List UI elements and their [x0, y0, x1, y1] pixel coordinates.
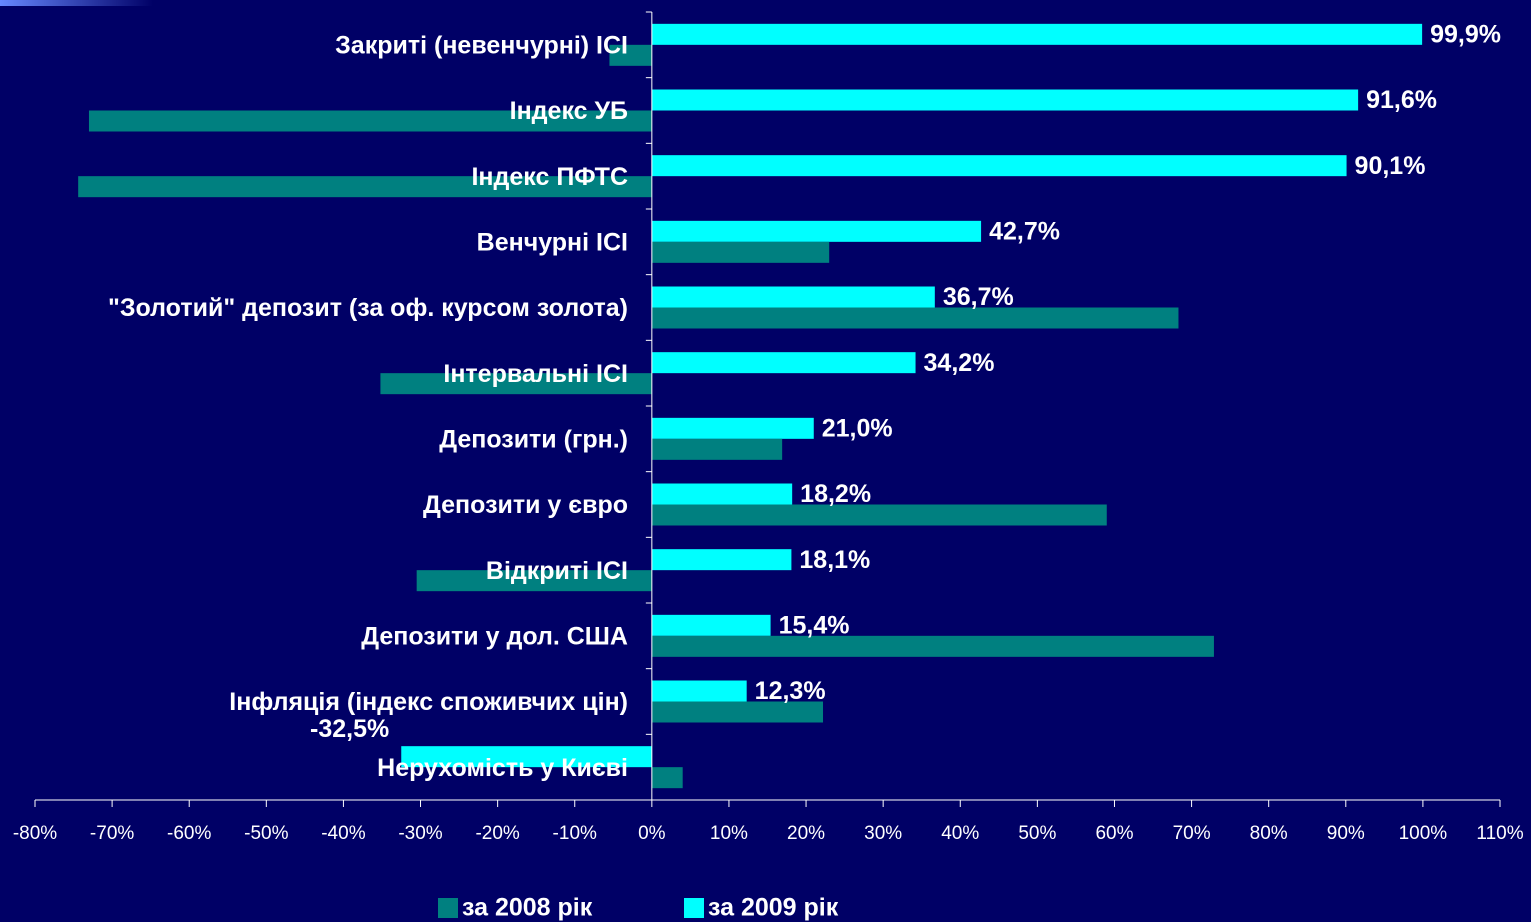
bar	[651, 23, 1423, 45]
bar	[401, 746, 652, 768]
bar	[651, 701, 824, 723]
x-tick-label: -60%	[167, 823, 211, 844]
category-label: "Золотий" депозит (за оф. курсом золота)	[108, 294, 628, 322]
x-tick-label: 0%	[638, 823, 666, 844]
x-tick-label: 90%	[1327, 823, 1365, 844]
bar	[88, 110, 652, 132]
value-label: 12,3%	[755, 677, 826, 705]
category-label: Депозити (грн.)	[439, 425, 628, 453]
legend-label: за 2009 рік	[708, 894, 839, 922]
bar	[416, 570, 652, 592]
legend-label: за 2008 рік	[462, 894, 593, 922]
top-band	[0, 0, 1531, 6]
category-label: Індекс УБ	[510, 97, 628, 125]
x-tick-label: -80%	[13, 823, 57, 844]
x-tick-label: -40%	[321, 823, 365, 844]
bar	[651, 307, 1179, 329]
value-label: -32,5%	[310, 715, 389, 743]
category-label: Інтервальні ІСІ	[443, 360, 628, 388]
category-label: Венчурні ІСІ	[477, 228, 628, 256]
x-tick-label: -30%	[398, 823, 442, 844]
bar	[651, 155, 1347, 177]
category-label: Відкриті ІСІ	[486, 557, 628, 585]
category-label: Депозити у дол. США	[361, 622, 628, 650]
bar	[651, 635, 1214, 657]
x-tick-label: -10%	[553, 823, 597, 844]
x-tick-label: 70%	[1173, 823, 1211, 844]
bar	[651, 220, 982, 242]
legend-swatch	[438, 898, 458, 918]
value-label: 42,7%	[989, 217, 1060, 245]
x-tick-label: -70%	[90, 823, 134, 844]
value-label: 15,4%	[779, 611, 850, 639]
bar	[651, 438, 783, 460]
value-label: 99,9%	[1430, 20, 1501, 48]
bar	[651, 614, 771, 636]
bar	[651, 352, 916, 374]
x-tick-label: -20%	[475, 823, 519, 844]
bar	[651, 483, 793, 505]
bar	[651, 680, 747, 702]
x-tick-label: 20%	[787, 823, 825, 844]
x-tick-label: 80%	[1250, 823, 1288, 844]
x-tick-label: 40%	[941, 823, 979, 844]
value-label: 34,2%	[924, 349, 995, 377]
bar	[651, 504, 1107, 526]
value-label: 36,7%	[943, 283, 1014, 311]
bar	[78, 176, 652, 198]
x-tick-label: 30%	[864, 823, 902, 844]
bar	[651, 549, 792, 571]
category-label: Закриті (невенчурні) ІСІ	[335, 31, 628, 59]
value-label: 91,6%	[1366, 86, 1437, 114]
value-label: 18,2%	[800, 480, 871, 508]
bar	[651, 286, 935, 308]
bar	[380, 373, 652, 395]
value-label: 90,1%	[1355, 152, 1426, 180]
bar	[651, 767, 683, 789]
x-tick-label: 50%	[1018, 823, 1056, 844]
category-label: Індекс ПФТС	[471, 163, 628, 191]
category-label: Нерухомість у Києві	[377, 754, 628, 782]
category-label: Депозити у євро	[423, 491, 628, 519]
bar	[651, 417, 814, 439]
x-tick-label: 100%	[1399, 823, 1448, 844]
x-tick-label: 10%	[710, 823, 748, 844]
category-label: Інфляція (індекс споживчих цін)	[229, 688, 628, 716]
bar	[651, 241, 830, 263]
x-tick-label: 110%	[1476, 823, 1523, 844]
x-tick-label: -50%	[244, 823, 288, 844]
value-label: 21,0%	[822, 414, 893, 442]
legend-swatch	[684, 898, 704, 918]
bar	[609, 44, 652, 66]
x-tick-label: 60%	[1095, 823, 1133, 844]
bar	[651, 89, 1359, 111]
value-label: 18,1%	[799, 546, 870, 574]
